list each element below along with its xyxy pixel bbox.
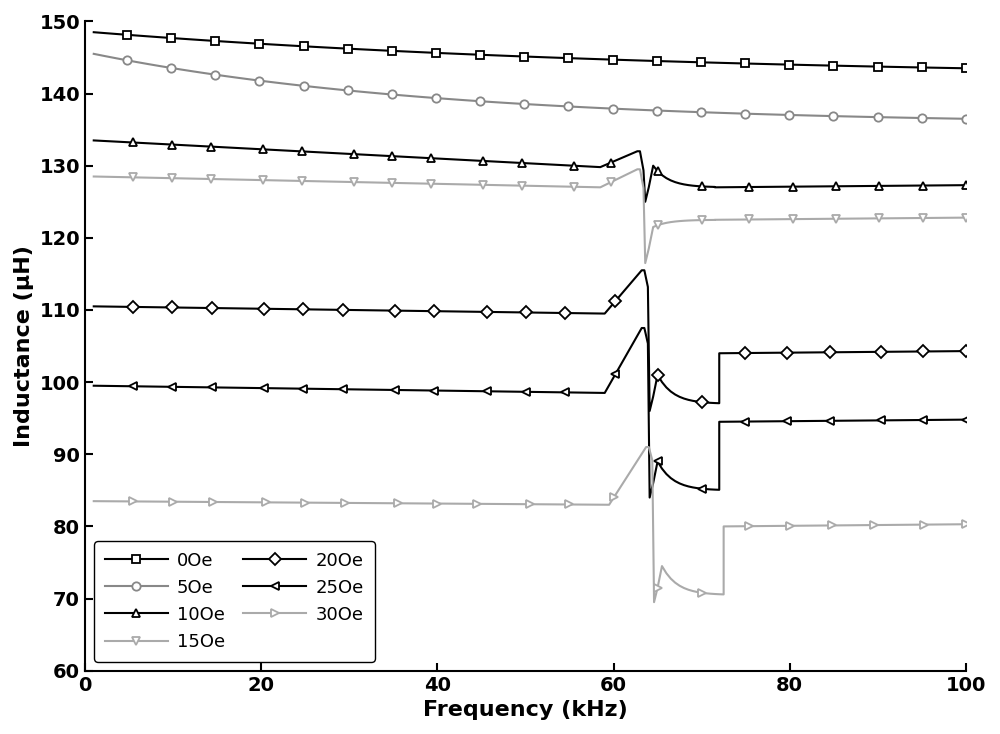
15Oe (166, 174, 178, 183)
0Oe (651, 57, 663, 65)
15Oe (626, 167, 638, 176)
Y-axis label: Inductance (μH): Inductance (μH) (14, 245, 34, 447)
5Oe (651, 106, 663, 115)
10Oe (960, 181, 972, 189)
10Oe (656, 171, 668, 180)
5Oe (607, 104, 619, 113)
20Oe (644, 407, 656, 415)
30Oe (193, 498, 205, 506)
0Oe (861, 62, 873, 70)
Line: 0Oe: 0Oe (90, 28, 970, 73)
10Oe (626, 149, 638, 158)
Line: 30Oe: 30Oe (90, 443, 970, 606)
20Oe (960, 346, 972, 355)
Line: 10Oe: 10Oe (90, 137, 970, 206)
20Oe (636, 266, 648, 275)
15Oe (192, 174, 204, 183)
Legend: 0Oe, 5Oe, 10Oe, 15Oe, 20Oe, 25Oe, 30Oe: 0Oe, 5Oe, 10Oe, 15Oe, 20Oe, 25Oe, 30Oe (94, 541, 374, 661)
Line: 15Oe: 15Oe (90, 165, 970, 267)
5Oe (960, 115, 972, 123)
X-axis label: Frequency (kHz): Frequency (kHz) (423, 700, 628, 720)
0Oe (474, 51, 486, 59)
15Oe (691, 216, 703, 225)
5Oe (618, 105, 630, 114)
10Oe (769, 182, 781, 191)
30Oe (960, 520, 972, 528)
20Oe (781, 348, 793, 357)
15Oe (88, 172, 100, 181)
10Oe (192, 142, 204, 150)
15Oe (660, 219, 672, 228)
Line: 5Oe: 5Oe (90, 50, 970, 123)
25Oe (88, 382, 100, 390)
10Oe (687, 181, 699, 190)
20Oe (665, 387, 677, 396)
15Oe (960, 213, 972, 222)
0Oe (684, 57, 696, 66)
25Oe (781, 417, 793, 426)
5Oe (88, 49, 100, 58)
20Oe (193, 303, 205, 312)
20Oe (696, 398, 708, 407)
25Oe (960, 415, 972, 424)
5Oe (861, 112, 873, 121)
20Oe (166, 303, 178, 312)
30Oe (648, 597, 660, 606)
0Oe (960, 64, 972, 73)
25Oe (166, 382, 178, 391)
25Oe (644, 493, 656, 502)
30Oe (700, 589, 712, 597)
20Oe (630, 272, 642, 281)
25Oe (665, 473, 677, 482)
0Oe (618, 56, 630, 65)
0Oe (607, 55, 619, 64)
0Oe (88, 28, 100, 37)
10Oe (639, 197, 651, 206)
25Oe (193, 383, 205, 392)
30Oe (784, 521, 796, 530)
5Oe (474, 97, 486, 106)
Line: 20Oe: 20Oe (90, 266, 970, 415)
25Oe (630, 333, 642, 342)
30Oe (167, 498, 179, 506)
25Oe (696, 484, 708, 493)
5Oe (684, 107, 696, 116)
15Oe (639, 258, 651, 267)
15Oe (631, 165, 643, 174)
20Oe (88, 302, 100, 310)
25Oe (636, 324, 648, 333)
10Oe (88, 136, 100, 145)
30Oe (635, 451, 647, 459)
Line: 25Oe: 25Oe (90, 324, 970, 502)
10Oe (166, 140, 178, 149)
30Oe (640, 443, 652, 451)
30Oe (88, 497, 100, 506)
15Oe (778, 215, 790, 224)
30Oe (669, 578, 681, 587)
